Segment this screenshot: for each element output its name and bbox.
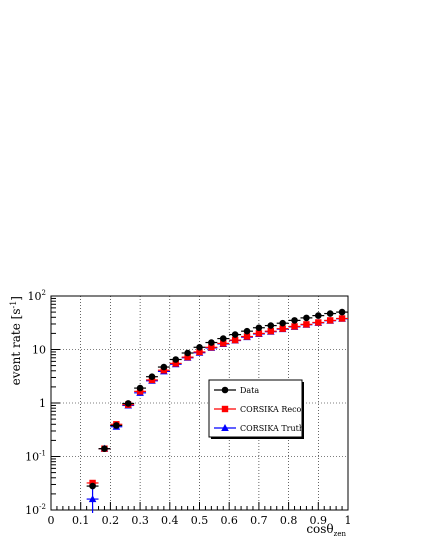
data-point (124, 400, 132, 407)
legend: Data CORSIKA Reco CORSIKA Truth (208, 379, 304, 439)
data-point (315, 319, 322, 326)
x-tick-label: 0.1 (72, 514, 90, 527)
data-marks (86, 308, 348, 513)
data-point (184, 349, 191, 357)
data-point (136, 384, 144, 392)
x-tick-label: 0.4 (161, 514, 179, 527)
data-point (303, 314, 310, 322)
data-point (267, 322, 275, 329)
data-point (243, 333, 251, 340)
data-point (338, 308, 346, 316)
data-point (88, 495, 97, 503)
legend-label: CORSIKA Reco (240, 405, 302, 414)
data-point (219, 335, 227, 342)
data-point (220, 340, 227, 347)
data-point (208, 339, 215, 346)
y-tick-label: 10-1 (25, 450, 46, 464)
y-tick-label: 102 (28, 289, 46, 303)
y-tick-label: 1 (39, 397, 46, 410)
legend-label: CORSIKA Truth (240, 424, 304, 433)
x-tick-label: 0.2 (102, 514, 120, 527)
x-tick-label: 0.3 (131, 514, 149, 527)
legend-marker (221, 424, 229, 431)
data-point (255, 330, 263, 337)
data-point (291, 317, 298, 324)
x-tick-label: 0.5 (191, 514, 209, 527)
y-tick-label: 10 (32, 344, 46, 357)
x-tick-label: 1 (345, 514, 352, 527)
data-point (184, 353, 191, 361)
legend-item-data: Data (214, 386, 259, 395)
legend-shadow-bottom (211, 437, 304, 439)
x-tick-label: 0.6 (220, 514, 238, 527)
data-point (196, 348, 203, 356)
y-tick-label: 10-2 (25, 503, 46, 517)
series-data (86, 308, 348, 490)
data-point (326, 310, 334, 317)
y-axis: 10-2 10-1 1 10 102 (25, 289, 60, 517)
data-point (148, 373, 156, 381)
data-point (172, 356, 180, 363)
legend-marker (221, 405, 229, 413)
data-point (208, 344, 215, 351)
legend-item-corsika-truth: CORSIKA Truth (214, 424, 304, 433)
data-point (303, 321, 310, 328)
x-tick-label: 0.8 (280, 514, 298, 527)
data-point (279, 319, 286, 327)
data-point (231, 336, 239, 344)
data-point (196, 343, 203, 351)
data-point (315, 312, 322, 319)
x-tick-label: 0.9 (310, 514, 328, 527)
data-point (101, 445, 108, 452)
y-axis-label: event rate [s-1] (9, 296, 23, 385)
data-point (172, 360, 179, 367)
x-tick-label: 0 (48, 514, 55, 527)
data-point (113, 422, 120, 429)
x-axis-label: cosθzen (306, 522, 346, 538)
legend-label: Data (240, 386, 259, 395)
data-point (326, 317, 334, 324)
legend-marker (221, 386, 229, 394)
data-point (160, 363, 168, 371)
x-axis: 0 0.1 0.2 0.3 0.4 0.5 0.6 0.7 0.8 0.9 1 (48, 502, 352, 527)
data-point (291, 323, 298, 330)
x-tick-label: 0.7 (250, 514, 268, 527)
data-point (267, 327, 274, 335)
data-point (279, 325, 286, 332)
data-point (89, 482, 96, 490)
data-point (231, 331, 239, 338)
legend-shadow (302, 382, 304, 439)
legend-item-corsika-reco: CORSIKA Reco (214, 405, 302, 414)
data-point (338, 315, 346, 322)
data-point (243, 327, 251, 335)
data-point (255, 324, 263, 332)
